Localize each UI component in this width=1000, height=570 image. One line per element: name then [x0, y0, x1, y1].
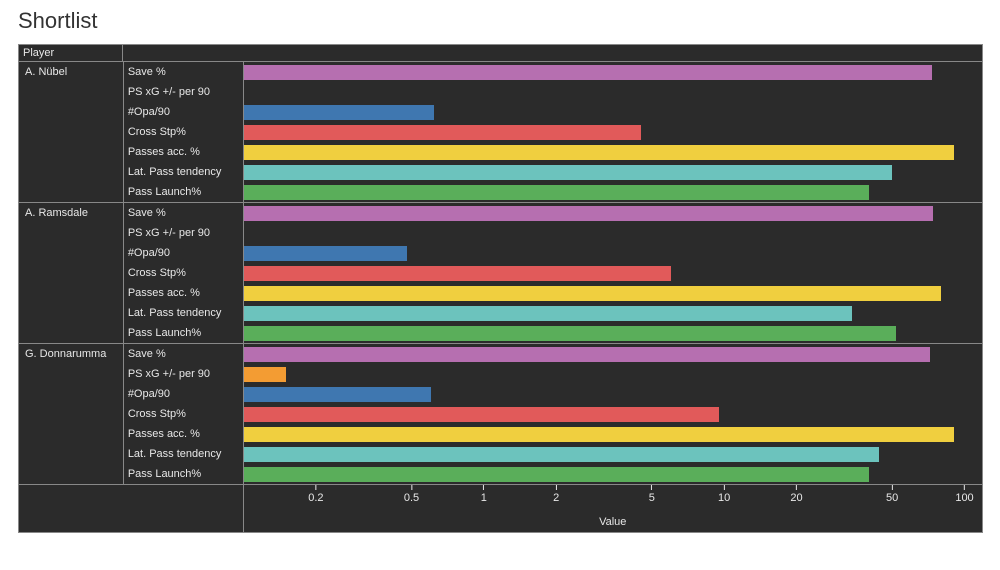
bar	[244, 447, 879, 462]
header-player-col: Player	[18, 44, 123, 62]
bar	[244, 467, 869, 482]
bars-area	[244, 344, 982, 484]
axis-tick: 0.5	[404, 485, 419, 504]
bars-area	[244, 203, 982, 343]
axis-tick: 1	[481, 485, 487, 504]
metric-label: Passes acc. %	[124, 283, 243, 303]
metric-label: Cross Stp%	[124, 404, 243, 424]
metric-label: Save %	[124, 203, 243, 223]
bar-row	[244, 283, 982, 303]
bar-row	[244, 303, 982, 323]
metric-label: #Opa/90	[124, 384, 243, 404]
bar-row	[244, 404, 982, 424]
x-axis: Value 0.2 0.5 1 2 5 10 20 50 100	[18, 485, 983, 533]
bar	[244, 427, 954, 442]
tick-label: 100	[955, 492, 973, 504]
bar	[244, 306, 852, 321]
metric-labels: Save %PS xG +/- per 90#Opa/90Cross Stp%P…	[124, 203, 244, 343]
metric-label: Save %	[124, 344, 243, 364]
bar-row	[244, 444, 982, 464]
axis-tick: 0.2	[308, 485, 323, 504]
tick-label: 5	[649, 492, 655, 504]
player-group: A. RamsdaleSave %PS xG +/- per 90#Opa/90…	[18, 203, 983, 344]
metric-label: Passes acc. %	[124, 424, 243, 444]
axis-tick: 50	[886, 485, 898, 504]
metric-label: Lat. Pass tendency	[124, 162, 243, 182]
bar-row	[244, 263, 982, 283]
bar-row	[244, 424, 982, 444]
tick-label: 2	[553, 492, 559, 504]
metric-label: Lat. Pass tendency	[124, 303, 243, 323]
bar	[244, 367, 286, 382]
bar	[244, 125, 641, 140]
metric-label: #Opa/90	[124, 243, 243, 263]
tick-label: 10	[718, 492, 730, 504]
bar	[244, 326, 897, 341]
tick-label: 50	[886, 492, 898, 504]
bar-row	[244, 162, 982, 182]
bar-row	[244, 464, 982, 484]
page-title: Shortlist	[0, 0, 1000, 44]
player-name: A. Nübel	[19, 62, 124, 202]
bar	[244, 387, 431, 402]
metric-label: PS xG +/- per 90	[124, 223, 243, 243]
metric-label: Cross Stp%	[124, 122, 243, 142]
bar-row	[244, 62, 982, 82]
bar-row	[244, 223, 982, 243]
bar-row	[244, 364, 982, 384]
metric-labels: Save %PS xG +/- per 90#Opa/90Cross Stp%P…	[124, 344, 244, 484]
tick-label: 0.2	[308, 492, 323, 504]
bar-row	[244, 344, 982, 364]
chart-container: Player A. NübelSave %PS xG +/- per 90#Op…	[18, 44, 983, 533]
metric-label: Save %	[124, 62, 243, 82]
tick-label: 1	[481, 492, 487, 504]
bar-row	[244, 82, 982, 102]
bar	[244, 65, 932, 80]
bar	[244, 286, 942, 301]
bar-row	[244, 142, 982, 162]
metric-label: Cross Stp%	[124, 263, 243, 283]
axis-tick: 20	[790, 485, 802, 504]
metric-labels: Save %PS xG +/- per 90#Opa/90Cross Stp%P…	[124, 62, 244, 202]
bars-area	[244, 62, 982, 202]
metric-label: Pass Launch%	[124, 323, 243, 343]
bar-row	[244, 102, 982, 122]
bar	[244, 347, 931, 362]
metric-label: PS xG +/- per 90	[124, 82, 243, 102]
axis-tick: 5	[649, 485, 655, 504]
player-group: A. NübelSave %PS xG +/- per 90#Opa/90Cro…	[18, 62, 983, 203]
bar	[244, 206, 934, 221]
bar-row	[244, 203, 982, 223]
table-header: Player	[18, 44, 983, 62]
bar-row	[244, 182, 982, 202]
player-group: G. DonnarummaSave %PS xG +/- per 90#Opa/…	[18, 344, 983, 485]
metric-label: Pass Launch%	[124, 182, 243, 202]
bar	[244, 105, 434, 120]
axis-tick: 10	[718, 485, 730, 504]
bar	[244, 246, 408, 261]
tick-label: 20	[790, 492, 802, 504]
bar	[244, 165, 893, 180]
metric-label: PS xG +/- per 90	[124, 364, 243, 384]
axis-tick: 100	[955, 485, 973, 504]
bar	[244, 145, 954, 160]
bar-row	[244, 243, 982, 263]
header-spacer	[123, 44, 983, 62]
metric-label: #Opa/90	[124, 102, 243, 122]
metric-label: Passes acc. %	[124, 142, 243, 162]
player-name: A. Ramsdale	[19, 203, 124, 343]
metric-label: Pass Launch%	[124, 464, 243, 484]
bar-row	[244, 122, 982, 142]
metric-label: Lat. Pass tendency	[124, 444, 243, 464]
bar	[244, 266, 671, 281]
bar-row	[244, 323, 982, 343]
bar-row	[244, 384, 982, 404]
player-name: G. Donnarumma	[19, 344, 124, 484]
bar	[244, 407, 719, 422]
axis-tick: 2	[553, 485, 559, 504]
axis-title: Value	[599, 516, 626, 528]
bar	[244, 185, 869, 200]
tick-label: 0.5	[404, 492, 419, 504]
